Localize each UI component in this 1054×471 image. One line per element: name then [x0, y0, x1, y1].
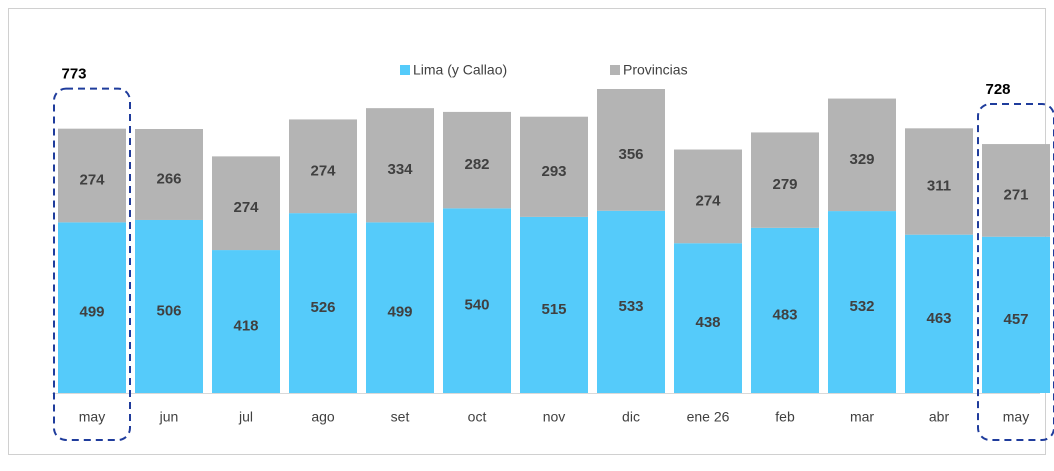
x-tick-label: ene 26 — [687, 409, 730, 425]
data-label: 311 — [927, 177, 951, 194]
bar-segment — [135, 219, 203, 393]
bar-segment — [520, 216, 588, 393]
total-label: 728 — [985, 81, 1010, 98]
bar-segment — [366, 222, 434, 393]
bar-segment — [905, 128, 973, 235]
data-label: 463 — [926, 310, 951, 327]
total-label: 773 — [61, 66, 86, 83]
bar-segment — [828, 98, 896, 212]
data-label: 329 — [849, 151, 874, 168]
x-tick-label: dic — [622, 409, 640, 425]
data-label: 540 — [464, 297, 489, 314]
data-label: 506 — [156, 302, 181, 319]
bar-segment — [674, 149, 742, 244]
data-label: 274 — [695, 192, 721, 209]
x-tick-label: jun — [159, 409, 179, 425]
bar-segment — [212, 156, 280, 251]
bar-segment — [58, 128, 126, 223]
data-label: 274 — [79, 171, 105, 188]
bar-segment — [597, 210, 665, 393]
data-label: 532 — [849, 298, 874, 315]
data-label: 438 — [695, 314, 720, 331]
bar-segment — [828, 211, 896, 393]
x-tick-label: may — [79, 409, 105, 425]
x-tick-label: mar — [850, 409, 874, 425]
bar-segment — [289, 213, 357, 393]
data-label: 526 — [310, 299, 335, 316]
data-label: 533 — [618, 298, 643, 315]
data-label: 282 — [464, 156, 489, 173]
x-tick-label: feb — [775, 409, 795, 425]
data-label: 499 — [387, 304, 412, 321]
legend-label: Lima (y Callao) — [413, 62, 507, 78]
bar-segment — [982, 144, 1050, 237]
x-tick-label: oct — [468, 409, 487, 425]
x-tick-label: ago — [311, 409, 335, 425]
data-label: 274 — [233, 199, 259, 216]
x-tick-label: abr — [929, 409, 950, 425]
data-label: 499 — [79, 304, 104, 321]
x-tick-label: may — [1003, 409, 1029, 425]
data-label: 356 — [618, 146, 643, 163]
data-label: 515 — [541, 301, 566, 318]
x-tick-label: set — [391, 409, 410, 425]
data-label: 266 — [156, 170, 181, 187]
bar-segment — [751, 227, 819, 393]
legend-swatch — [610, 65, 620, 75]
bar-segment — [520, 116, 588, 217]
legend-swatch — [400, 65, 410, 75]
bar-segment — [135, 129, 203, 220]
legend-label: Provincias — [623, 62, 688, 78]
data-label: 271 — [1003, 186, 1028, 203]
bar-segment — [366, 108, 434, 223]
bar-segment — [58, 222, 126, 393]
bar-segment — [212, 250, 280, 393]
highlight-box — [977, 103, 1054, 441]
data-label: 483 — [772, 306, 797, 323]
bar-segment — [751, 132, 819, 228]
bar-segment — [905, 234, 973, 393]
data-label: 334 — [387, 161, 413, 178]
data-label: 279 — [772, 176, 797, 193]
data-label: 274 — [310, 162, 336, 179]
data-label: 418 — [233, 317, 258, 334]
bar-segment — [443, 111, 511, 209]
bar-segment — [443, 208, 511, 393]
x-tick-label: nov — [543, 409, 566, 425]
bar-segment — [674, 243, 742, 393]
data-label: 457 — [1003, 311, 1028, 328]
bar-segment — [597, 89, 665, 211]
x-tick-label: jul — [238, 409, 253, 425]
highlight-box — [53, 87, 131, 441]
bar-segment — [289, 119, 357, 214]
data-label: 293 — [541, 163, 566, 180]
bar-segment — [982, 236, 1050, 393]
